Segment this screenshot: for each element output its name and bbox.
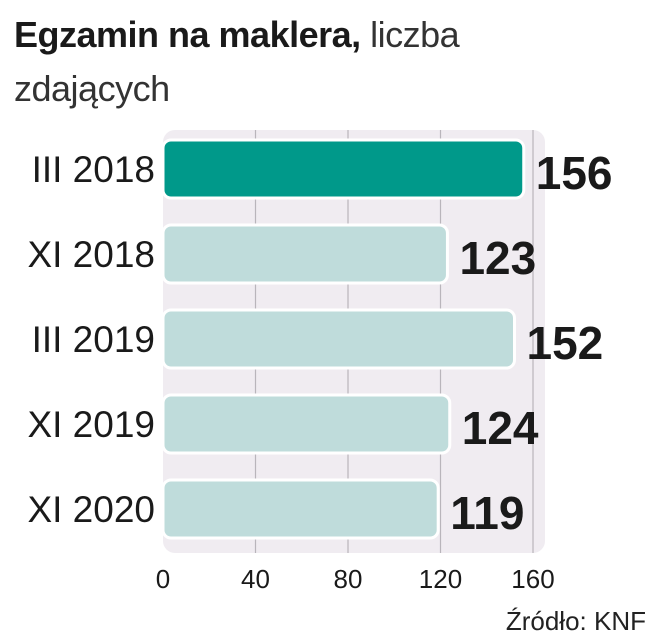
source-note: Źródło: KNF <box>505 606 646 636</box>
data-label: 119 <box>450 487 524 539</box>
category-label: III 2019 <box>32 319 155 360</box>
x-tick-label: 40 <box>241 564 270 594</box>
category-label: XI 2018 <box>27 234 155 275</box>
bar <box>161 138 526 200</box>
category-label: XI 2019 <box>27 404 155 445</box>
x-tick-label: 120 <box>419 564 462 594</box>
data-label: 124 <box>462 402 539 454</box>
data-label: 156 <box>536 147 613 199</box>
x-tick-label: 80 <box>334 564 363 594</box>
x-tick-label: 0 <box>156 564 170 594</box>
bar <box>161 223 449 285</box>
data-label: 152 <box>527 317 604 369</box>
bar-chart: 0 40 80 120 160 III 2018 156 XI 2018 123 III 2019… <box>27 130 613 594</box>
chart-title-bold: Egzamin na maklera, <box>14 14 361 55</box>
x-tick-label: 160 <box>511 564 554 594</box>
bar <box>161 393 452 455</box>
chart-title-rest: liczba zdających <box>14 14 460 109</box>
bar <box>161 308 516 370</box>
chart-title: Egzamin na maklera, liczba zdających <box>14 8 574 116</box>
category-label: XI 2020 <box>27 489 155 530</box>
data-label: 123 <box>459 232 536 284</box>
bar <box>161 478 440 540</box>
category-label: III 2018 <box>32 149 155 190</box>
